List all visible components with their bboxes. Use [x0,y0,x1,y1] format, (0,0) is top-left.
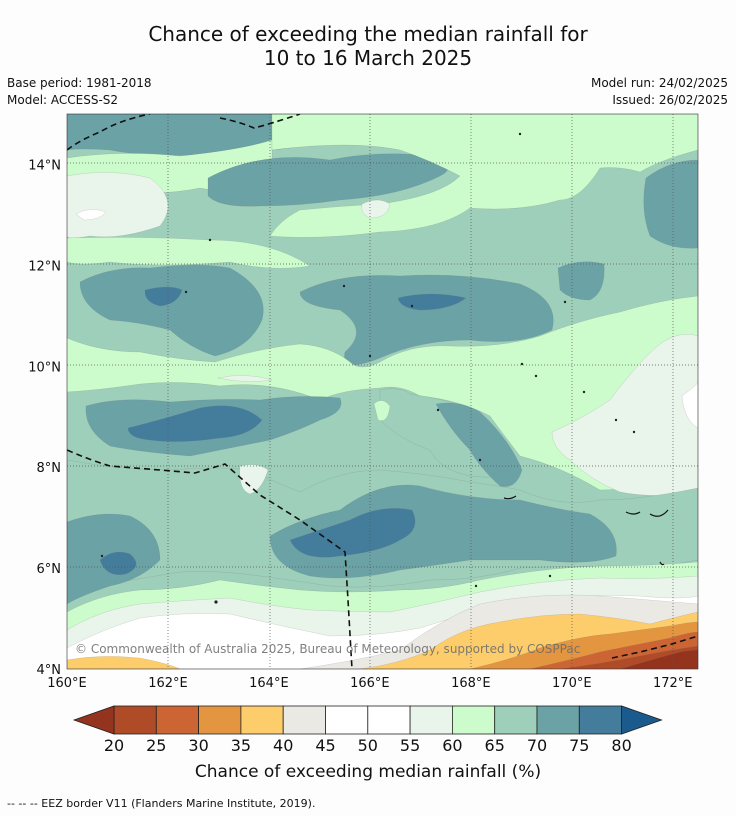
lon-tick-label: 160°E [47,676,87,691]
lon-tick-label: 168°E [451,676,491,691]
island-outline-east [503,495,669,566]
colorbar-high-extension [621,705,663,735]
model-run: Model run: 24/02/2025 [590,76,728,90]
colorbar [72,705,663,735]
lat-tick-label: 12°N [28,259,61,274]
colorbar-tick-label: 25 [146,736,166,755]
colorbar-tick-label: 35 [231,736,251,755]
eez-footnote: -- -- -- EEZ border V11 (Flanders Marine… [7,797,316,810]
region-ne-teal [643,159,698,249]
issued-date: Issued: 26/02/2025 [612,93,728,107]
meta-left: Base period: 1981-2018 Model: ACCESS-S2 [7,75,152,109]
region-north-center-teal [207,153,449,207]
colorbar-tick-label: 70 [527,736,547,755]
region-small-light-island [373,400,391,421]
meta-right: Model run: 24/02/2025 Issued: 26/02/2025 [591,75,728,109]
region-nw-pale [67,172,169,239]
longitude-labels: 160°E 162°E 164°E 166°E 168°E 170°E 172°E [47,676,692,691]
lat-tick-label: 8°N [37,461,62,476]
region-west-9n-blue [127,405,263,442]
colorbar-tick-label: 55 [400,736,420,755]
colorbar-tick-label: 60 [442,736,462,755]
region-south-yellow-west [67,656,181,669]
colorbar-title: Chance of exceeding median rainfall (%) [194,762,542,782]
colorbar-swatch [367,705,411,735]
model-name: Model: ACCESS-S2 [7,93,119,107]
colorbar-swatch [113,705,157,735]
colorbar-swatch [536,705,580,735]
colorbar-tick-label: 40 [273,736,293,755]
region-east-pale [551,334,698,496]
base-period: Base period: 1981-2018 [7,76,152,90]
region-sw-pale [239,464,269,495]
colorbar-swatch [282,705,326,735]
colorbar-tick-label: 65 [485,736,505,755]
region-center-blue [397,293,467,311]
lon-tick-label: 162°E [148,676,188,691]
region-east-white [681,381,698,429]
region-mid-teal-lower2 [435,402,523,487]
region-mid-north-light [67,237,311,269]
eez-borders [67,114,698,669]
colorbar-ticks: 20 25 30 35 40 45 50 55 60 65 70 75 80 [104,736,632,755]
region-lower-blue [289,508,416,558]
colorbar-swatch [494,705,538,735]
lat-tick-label: 4°N [37,663,62,678]
lat-tick-label: 14°N [28,158,61,173]
lon-tick-label: 172°E [653,676,693,691]
islands [100,132,636,604]
colorbar-swatch [451,705,496,735]
region-lower-teal [269,484,617,579]
region-mid-pale [217,375,273,382]
colorbar-swatch [198,705,242,735]
lon-tick-label: 164°E [249,676,289,691]
region-center-white-patch [361,199,391,219]
colorbar-tick-label: 50 [358,736,378,755]
latitude-labels: 4°N 6°N 8°N 10°N 12°N 14°N [28,158,61,678]
colorbar-tick-label: 20 [104,736,124,755]
lon-tick-label: 170°E [552,676,592,691]
copyright-text: © Commonwealth of Australia 2025, Bureau… [75,642,580,656]
title-line-1: Chance of exceeding the median rainfall … [148,22,588,46]
colorbar-swatch [578,705,622,735]
colorbar-low-extension [72,705,115,735]
region-west-blue [144,286,183,307]
colorbar-tick-label: 45 [315,736,335,755]
colorbar-tick-label: 75 [569,736,589,755]
colorbar-swatch [325,705,369,735]
region-sw-blue [99,551,137,575]
lon-tick-label: 166°E [350,676,390,691]
region-ne-small-teal [557,261,605,301]
region-nw-white [75,209,107,221]
colorbar-tick-label: 30 [188,736,208,755]
colorbar-tick-label: 80 [611,736,631,755]
map-frame [66,113,699,670]
colorbar-swatch [409,705,453,735]
lat-tick-label: 10°N [28,360,61,375]
region-center-teal [299,274,554,365]
gridlines [67,114,698,669]
lat-tick-label: 6°N [37,562,62,577]
title-line-2: 10 to 16 March 2025 [263,46,473,70]
colorbar-swatch [240,705,284,735]
region-south-darkest [619,649,698,669]
chart-title: Chance of exceeding the median rainfall … [0,22,736,70]
region-west-teal [79,264,264,357]
map-field [67,114,698,669]
colorbar-swatch [155,705,200,735]
